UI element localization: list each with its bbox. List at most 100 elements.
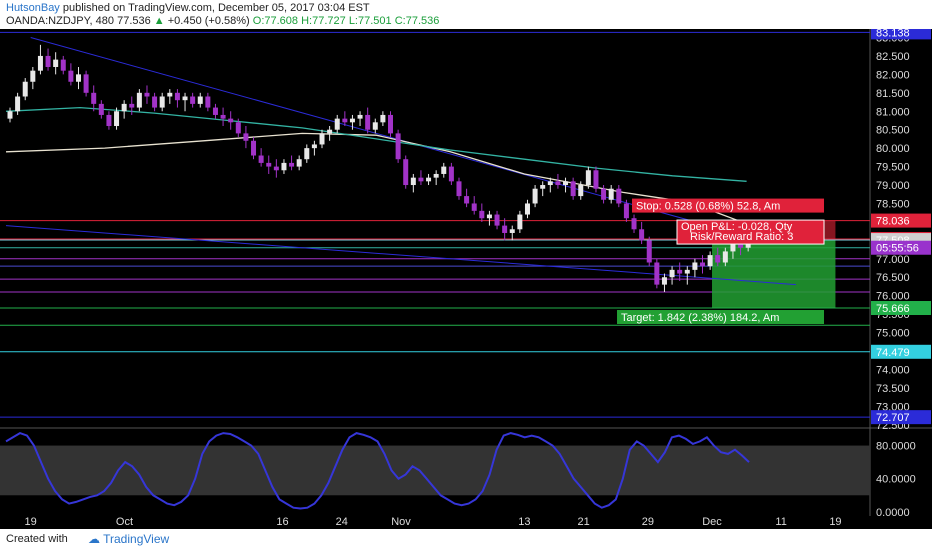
candle-body bbox=[517, 214, 523, 230]
candle-body bbox=[106, 114, 112, 127]
date-tick-label: 24 bbox=[336, 516, 348, 528]
stop-label-bg bbox=[632, 198, 825, 213]
candle-body bbox=[464, 196, 470, 204]
date-tick-label: 21 bbox=[578, 516, 590, 528]
candle-body bbox=[707, 255, 713, 267]
candle-body bbox=[578, 185, 584, 197]
rr-label: Risk/Reward Ratio: 3 bbox=[690, 231, 793, 243]
last-price: 77.536 bbox=[117, 15, 151, 27]
candle-body bbox=[342, 118, 348, 123]
date-tick-label: 29 bbox=[642, 516, 654, 528]
candle-body bbox=[738, 244, 744, 248]
publisher-name[interactable]: HutsonBay bbox=[6, 2, 60, 14]
candle-body bbox=[661, 277, 667, 285]
candle-body bbox=[380, 114, 386, 123]
candle-body bbox=[121, 103, 127, 112]
trendline bbox=[30, 37, 723, 230]
chart-footer: Created with ☁ TradingView bbox=[0, 529, 932, 550]
price-tick-label: 73.500 bbox=[876, 383, 910, 395]
candle-body bbox=[15, 96, 21, 112]
price-tick-label: 78.500 bbox=[876, 198, 910, 210]
candle-body bbox=[289, 162, 295, 167]
candle-body bbox=[281, 162, 287, 171]
candle-body bbox=[136, 92, 142, 108]
level-label: 74.479 bbox=[876, 347, 910, 359]
candle-body bbox=[418, 177, 424, 182]
candle-body bbox=[167, 92, 173, 97]
candle-body bbox=[144, 92, 150, 97]
level-label-bg bbox=[871, 29, 931, 40]
price-tick-label: 81.000 bbox=[876, 106, 910, 118]
candle-body bbox=[372, 122, 378, 130]
candle-body bbox=[631, 218, 637, 230]
candle-body bbox=[479, 210, 485, 219]
candle-body bbox=[45, 55, 51, 67]
level-label: 75.666 bbox=[876, 303, 910, 315]
price-tick-label: 82.000 bbox=[876, 69, 910, 81]
candle-body bbox=[570, 181, 576, 197]
tradingview-brand: TradingView bbox=[103, 532, 170, 546]
candle-body bbox=[692, 262, 698, 270]
date-tick-label: 11 bbox=[775, 516, 786, 528]
candle-body bbox=[174, 92, 180, 101]
candle-body bbox=[53, 59, 59, 67]
price-tick-label: 76.000 bbox=[876, 291, 910, 303]
candle-body bbox=[98, 103, 104, 115]
candle-body bbox=[585, 170, 591, 186]
level-label: 83.138 bbox=[876, 29, 910, 39]
candle-body bbox=[593, 170, 599, 189]
candle-body bbox=[403, 159, 409, 186]
candle-body bbox=[365, 114, 371, 130]
candle-body bbox=[159, 96, 165, 108]
tradingview-logo[interactable]: ☁ TradingView bbox=[88, 532, 169, 546]
low-price: L:77.501 bbox=[348, 15, 392, 27]
date-tick-label: Dec bbox=[702, 516, 722, 528]
price-tick-label: 77.000 bbox=[876, 254, 910, 266]
candle-body bbox=[722, 251, 728, 263]
candle-body bbox=[304, 148, 310, 160]
candle-body bbox=[540, 185, 546, 189]
candle-body bbox=[235, 122, 241, 134]
candle-body bbox=[258, 155, 264, 163]
stochastic-line bbox=[5, 431, 750, 510]
stoch-tick-label: 80.0000 bbox=[876, 441, 916, 453]
candle-body bbox=[212, 107, 218, 115]
candle-body bbox=[220, 114, 226, 119]
candle-body bbox=[426, 177, 432, 182]
target-label-bg bbox=[617, 310, 825, 325]
candle-body bbox=[395, 133, 401, 160]
price-tick-label: 79.000 bbox=[876, 180, 910, 192]
level-label-bg bbox=[871, 301, 931, 316]
candle-body bbox=[68, 70, 74, 82]
candle-body bbox=[730, 244, 736, 252]
candle-body bbox=[22, 81, 28, 97]
price-tick-label: 79.500 bbox=[876, 162, 910, 174]
candle-body bbox=[555, 181, 561, 186]
close-price: C:77.536 bbox=[394, 15, 440, 27]
candle-body bbox=[243, 133, 249, 141]
price-chart[interactable]: 83.00082.50082.00081.50081.00080.50080.0… bbox=[0, 29, 932, 529]
level-label: 78.036 bbox=[876, 216, 910, 228]
candle-body bbox=[700, 262, 706, 267]
candle-body bbox=[205, 96, 211, 108]
candle-body bbox=[319, 133, 325, 145]
candle-body bbox=[129, 103, 135, 108]
candle-body bbox=[273, 166, 279, 171]
candle-body bbox=[410, 177, 416, 186]
pnl-label: Open P&L: -0.028, Qty bbox=[681, 221, 793, 233]
up-arrow-icon: ▲ bbox=[153, 15, 165, 27]
candle-body bbox=[486, 214, 492, 219]
level-label-bg bbox=[871, 410, 931, 425]
price-tick-label: 80.500 bbox=[876, 125, 910, 137]
candle-body bbox=[251, 140, 257, 156]
candle-body bbox=[646, 240, 652, 263]
level-label-bg bbox=[871, 213, 931, 228]
candle-body bbox=[456, 181, 462, 197]
level-label: 72.707 bbox=[876, 412, 910, 424]
candle-body bbox=[37, 55, 43, 71]
candle-body bbox=[547, 181, 553, 186]
moving-average-line bbox=[5, 106, 747, 182]
candle-body bbox=[296, 159, 302, 167]
candle-body bbox=[563, 181, 569, 186]
candle-body bbox=[654, 262, 660, 285]
